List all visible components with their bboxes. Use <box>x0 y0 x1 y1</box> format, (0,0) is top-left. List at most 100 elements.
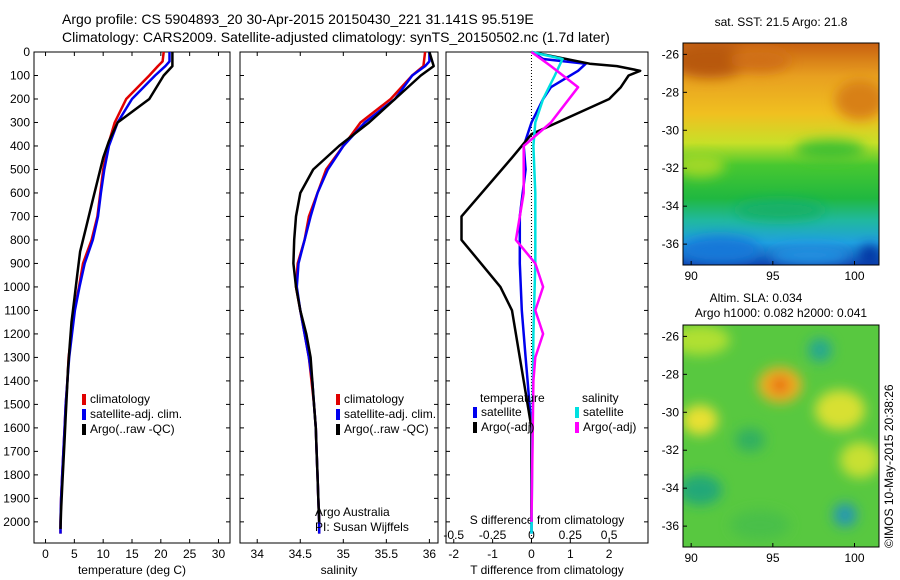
x-tick-label: 25 <box>183 547 197 561</box>
x-tick-label: 34.5 <box>289 547 313 561</box>
map-y-tick-label: -26 <box>662 47 680 61</box>
map-x-tick-label: 95 <box>766 269 780 283</box>
legend-label: Argo(..raw -QC) <box>90 422 175 436</box>
x-tick-label: 34 <box>251 547 265 561</box>
map-x-tick-label: 90 <box>684 269 698 283</box>
legend-swatch <box>473 422 477 433</box>
legend-label: Argo(..raw -QC) <box>344 422 429 436</box>
header-line-2: Climatology: CARS2009. Satellite-adjuste… <box>62 29 610 45</box>
x-tick-label: 2 <box>606 547 613 561</box>
sst-heatmap <box>683 43 879 265</box>
legend-label: satellite <box>583 405 624 419</box>
map-x-tick-label: 90 <box>684 551 698 565</box>
y-tick-label: 300 <box>10 115 30 129</box>
legend-label: Argo(-adj) <box>583 420 636 434</box>
x-tick-label: 20 <box>154 547 168 561</box>
y-tick-label: 400 <box>10 139 30 153</box>
x-tick-label: 35.5 <box>375 547 399 561</box>
legend-label: satellite <box>481 405 522 419</box>
y-tick-label: 1000 <box>3 280 30 294</box>
map-y-tick-label: -26 <box>662 329 680 343</box>
x-tick-label: 0 <box>528 547 535 561</box>
annotation-text: Argo Australia <box>315 505 390 519</box>
map-y-tick-label: -32 <box>662 161 680 175</box>
annotation-text: PI: Susan Wijffels <box>315 520 409 534</box>
map-y-tick-label: -28 <box>662 367 680 381</box>
series-line <box>292 51 435 522</box>
y-tick-label: 1600 <box>3 421 30 435</box>
x-axis-label: salinity <box>321 563 358 577</box>
legend-swatch <box>336 424 340 435</box>
legend-label: climatology <box>344 392 404 406</box>
legend-swatch <box>575 407 579 418</box>
map-x-tick-label: 100 <box>844 269 864 283</box>
map-y-tick-label: -36 <box>662 237 680 251</box>
x-axis-label-s: S difference from climatology <box>470 513 625 527</box>
series-line <box>460 50 642 522</box>
legend-title-temperature: temperature <box>480 391 545 405</box>
y-tick-label: 1700 <box>3 444 30 458</box>
series-line <box>530 50 564 534</box>
x-tick-label-s: -0.5 <box>443 528 464 542</box>
y-tick-label: 800 <box>10 233 30 247</box>
x-tick-label: -1 <box>487 547 498 561</box>
x-tick-label: 30 <box>212 547 226 561</box>
map-x-tick-label: 95 <box>766 551 780 565</box>
legend-title-salinity: salinity <box>582 391 619 405</box>
legend-swatch <box>336 394 340 405</box>
x-axis-label: temperature (deg C) <box>78 563 186 577</box>
sst-map-title: sat. SST: 21.5 Argo: 21.8 <box>715 15 848 29</box>
series-line <box>514 50 580 522</box>
header-line-1: Argo profile: CS 5904893_20 30-Apr-2015 … <box>62 11 534 27</box>
legend-swatch <box>575 422 579 433</box>
map-axes: 90 95 100 -26 -28 -30 -32 -34 -36 90 95 100 -26 -28 -3… <box>662 47 865 565</box>
x-axis-label: T difference from climatology <box>470 563 624 577</box>
map-y-tick-label: -34 <box>662 199 680 213</box>
legend-label: satellite-adj. clim. <box>90 407 182 421</box>
sla-map-title: Altim. SLA: 0.034 <box>710 291 803 305</box>
y-tick-label: 100 <box>10 68 30 82</box>
x-tick-label-s: 0.25 <box>559 528 583 542</box>
y-tick-label: 2000 <box>3 515 30 529</box>
y-tick-label: 600 <box>10 186 30 200</box>
salinity-panel: 34 34.5 35 35.5 36 salinity climatologysatelli… <box>239 51 439 577</box>
panel-frame <box>239 51 439 544</box>
x-tick-label-s: -0.25 <box>479 528 507 542</box>
panel-frame <box>445 51 649 544</box>
legend-swatch <box>82 424 86 435</box>
x-tick-label: 5 <box>71 547 78 561</box>
x-tick-label: 1 <box>567 547 574 561</box>
y-tick-label: 1900 <box>3 491 30 505</box>
temperature-panel: 0100200300400500600700800900100011001200… <box>3 45 231 577</box>
sla-heatmap <box>683 325 879 547</box>
legend-label: satellite-adj. clim. <box>344 407 436 421</box>
map-x-tick-label: 100 <box>844 551 864 565</box>
y-tick-label: 1500 <box>3 397 30 411</box>
map-y-tick-label: -36 <box>662 519 680 533</box>
map-y-tick-label: -30 <box>662 405 680 419</box>
map-y-tick-label: -34 <box>662 481 680 495</box>
y-tick-label: 200 <box>10 92 30 106</box>
x-tick-label: 35 <box>337 547 351 561</box>
map-y-tick-label: -32 <box>662 443 680 457</box>
x-tick-label: 10 <box>96 547 110 561</box>
sla-map-subtitle: Argo h1000: 0.082 h2000: 0.041 <box>695 306 867 320</box>
map-y-tick-label: -28 <box>662 85 680 99</box>
y-tick-label: 700 <box>10 209 30 223</box>
y-tick-label: 1300 <box>3 350 30 364</box>
legend-label: Argo(-adj) <box>481 420 534 434</box>
y-tick-label: 500 <box>10 162 30 176</box>
legend-swatch <box>473 407 477 418</box>
y-tick-label: 1200 <box>3 327 30 341</box>
legend-label: climatology <box>90 392 150 406</box>
x-tick-label: 0 <box>42 547 49 561</box>
series-line <box>294 51 427 534</box>
y-tick-label: 1100 <box>4 303 30 317</box>
x-tick-label-s: 0.5 <box>601 528 618 542</box>
x-tick-label: 15 <box>125 547 139 561</box>
x-tick-label: -2 <box>448 547 459 561</box>
footer-stamp: ©IMOS 10-May-2015 20:38:26 <box>882 384 896 548</box>
y-tick-label: 0 <box>23 45 30 59</box>
